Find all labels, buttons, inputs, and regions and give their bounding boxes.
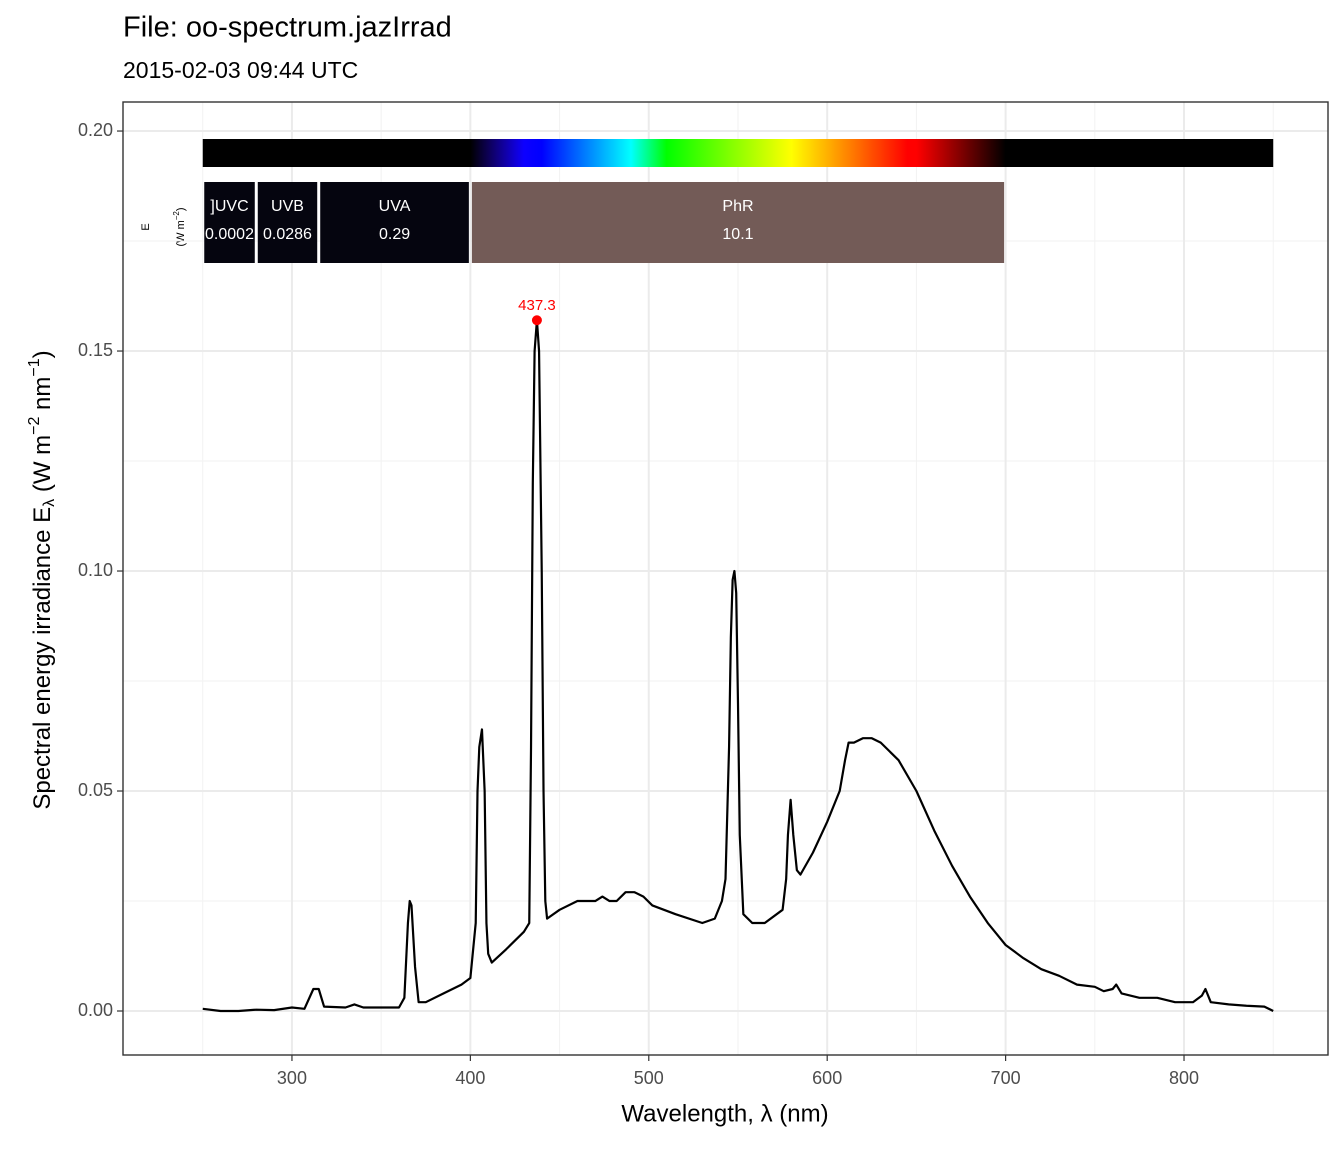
chart-subtitle: 2015-02-03 09:44 UTC (123, 57, 358, 83)
x-tick-label: 300 (277, 1068, 307, 1088)
waveband (204, 182, 255, 263)
waveband-name: UVA (379, 198, 411, 215)
x-tick-label: 600 (812, 1068, 842, 1088)
waveband-name: UVB (271, 198, 304, 215)
y-tick-label: 0.05 (78, 780, 113, 800)
y-label-part: ) (29, 350, 56, 358)
peak-point (531, 315, 542, 326)
waveband (320, 182, 469, 263)
y-label-part: −1 (26, 358, 43, 376)
y-label-part: Spectral energy irradiance E (29, 507, 56, 810)
x-tick-label: 800 (1169, 1068, 1199, 1088)
y-label-part: −2 (26, 417, 43, 435)
y-tick-label: 0.00 (78, 1000, 113, 1020)
x-tick-label: 500 (634, 1068, 664, 1088)
y-label-part: nm (29, 377, 56, 417)
y-tick-label: 0.15 (78, 340, 113, 360)
band-label: (W m−2) (172, 207, 187, 246)
waveband-name: ]UVC (210, 198, 248, 215)
waveband-name: PhR (722, 198, 753, 215)
y-tick-label: 0.20 (78, 120, 113, 140)
band-label-part: −2 (172, 211, 181, 221)
color-bar (202, 139, 1274, 167)
band-label: E (140, 223, 152, 230)
y-axis-label: Spectral energy irradiance Eλ (W m−2 nm−… (26, 350, 58, 809)
waveband-value: 0.0002 (205, 226, 254, 243)
waveband-value: 0.0286 (263, 226, 312, 243)
peak-label: 437.3 (518, 297, 556, 314)
band-label-part: (W m (175, 220, 187, 246)
waveband (257, 182, 318, 263)
x-axis-label: Wavelength, λ (nm) (621, 1100, 828, 1127)
waveband-value: 0.29 (379, 226, 410, 243)
waveband-value: 10.1 (722, 226, 753, 243)
waveband (471, 182, 1005, 263)
x-tick-label: 400 (455, 1068, 485, 1088)
chart-title: File: oo-spectrum.jazIrrad (123, 12, 452, 44)
y-label-part: λ (41, 499, 58, 507)
band-label-part: ) (175, 207, 187, 211)
y-label-part: (W m (29, 435, 56, 499)
spectrum-line (202, 319, 1274, 1013)
y-tick-label: 0.10 (78, 560, 113, 580)
x-tick-label: 700 (991, 1068, 1021, 1088)
panel-border (122, 101, 1329, 1056)
